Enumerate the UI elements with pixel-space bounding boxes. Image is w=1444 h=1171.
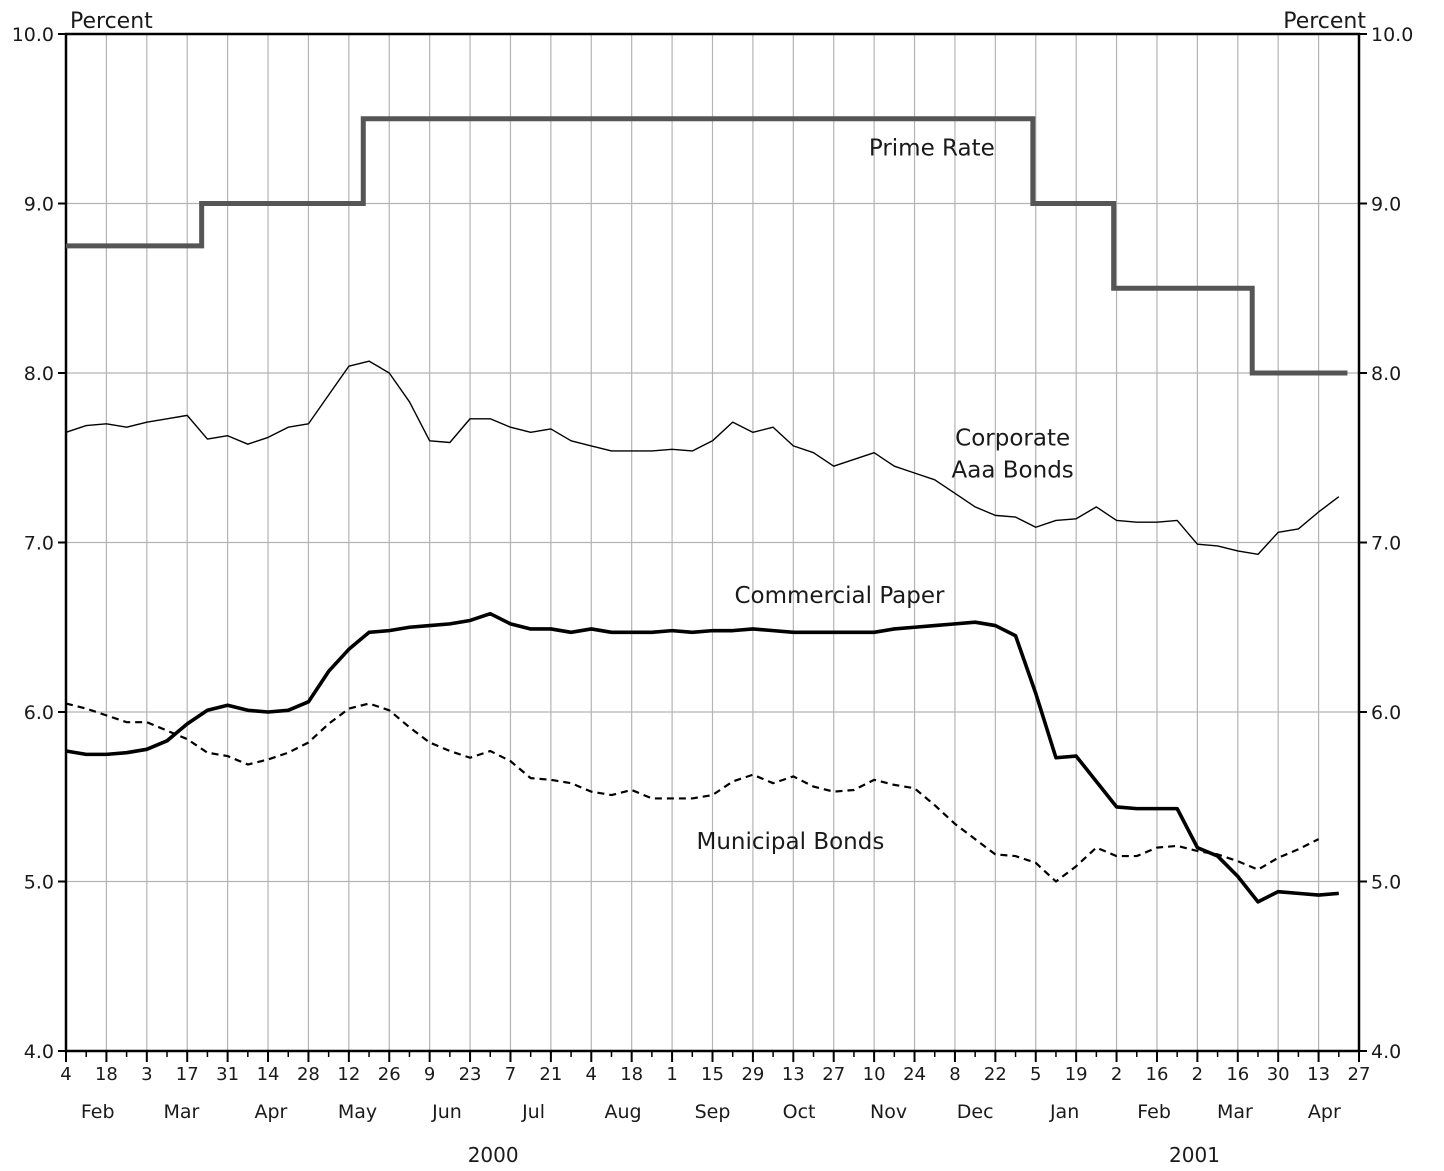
series-label: Corporate — [955, 425, 1070, 451]
series-label: Commercial Paper — [734, 583, 945, 609]
x-tick-label: 13 — [1307, 1064, 1330, 1085]
x-tick-label: 4 — [60, 1064, 71, 1085]
right-axis-unit-label: Percent — [1283, 9, 1366, 34]
series-layer — [65, 116, 1348, 904]
x-tick-label: 26 — [378, 1064, 401, 1085]
x-tick-label: 8 — [949, 1064, 960, 1085]
month-label: Jun — [431, 1101, 462, 1123]
left-y-tick-label: 10.0 — [12, 24, 54, 46]
commercial-paper-line — [65, 611, 1339, 904]
x-tick-label: 27 — [1348, 1064, 1371, 1085]
right-y-tick-label: 9.0 — [1371, 194, 1401, 216]
prime-rate-line — [66, 116, 1348, 376]
right-y-tick-label: 4.0 — [1371, 1041, 1401, 1063]
month-label: Jan — [1049, 1101, 1079, 1123]
x-tick-label: 22 — [984, 1064, 1007, 1085]
x-tick-label: 28 — [297, 1064, 320, 1085]
month-label: Feb — [1137, 1101, 1171, 1123]
left-axis-unit-label: Percent — [70, 9, 153, 34]
x-tick-label: 15 — [701, 1064, 724, 1085]
x-tick-label: 14 — [257, 1064, 280, 1085]
right-y-tick-label: 5.0 — [1371, 872, 1401, 894]
axis-layer: 4.0 4.0 5.0 5.0 6.0 6.0 7.0 7.0 8.0 8.0 9.0 9.0 10.0… — [12, 24, 1414, 1167]
month-label: Sep — [695, 1101, 731, 1123]
x-tick-label: 7 — [505, 1064, 516, 1085]
month-label: Feb — [81, 1101, 115, 1123]
month-label: Oct — [783, 1101, 816, 1123]
x-tick-label: 1 — [666, 1064, 677, 1085]
right-y-tick-label: 7.0 — [1371, 533, 1401, 555]
left-y-tick-label: 5.0 — [24, 872, 54, 894]
x-tick-label: 18 — [620, 1064, 643, 1085]
year-label: 2000 — [468, 1143, 519, 1166]
corporate-aaa-bonds-line — [65, 360, 1340, 556]
right-y-tick-label: 10.0 — [1371, 24, 1413, 46]
series-label: Aaa Bonds — [952, 458, 1074, 484]
month-label: Nov — [870, 1101, 907, 1123]
x-tick-label: 19 — [1065, 1064, 1088, 1085]
series-label: Prime Rate — [869, 136, 995, 162]
x-tick-label: 13 — [782, 1064, 805, 1085]
series-label: Municipal Bonds — [697, 829, 885, 855]
x-tick-label: 29 — [741, 1064, 764, 1085]
right-y-tick-label: 8.0 — [1371, 363, 1401, 385]
month-label: Dec — [957, 1101, 994, 1123]
month-label: Apr — [254, 1101, 287, 1123]
x-tick-label: 9 — [424, 1064, 435, 1085]
month-label: Jul — [521, 1101, 545, 1123]
x-tick-label: 17 — [176, 1064, 199, 1085]
month-label: Mar — [1217, 1101, 1253, 1123]
left-y-tick-label: 8.0 — [24, 363, 54, 385]
label-layer: Prime Rate Corporate Aaa Bonds Commercial P… — [697, 136, 1074, 855]
x-tick-label: 16 — [1226, 1064, 1249, 1085]
month-label: Aug — [604, 1101, 641, 1123]
left-y-tick-label: 7.0 — [24, 533, 54, 555]
x-tick-label: 31 — [216, 1064, 239, 1085]
x-tick-label: 18 — [95, 1064, 118, 1085]
left-y-tick-label: 6.0 — [24, 702, 54, 724]
month-label: May — [338, 1101, 377, 1123]
x-tick-label: 3 — [141, 1064, 152, 1085]
x-tick-label: 23 — [459, 1064, 482, 1085]
x-tick-label: 21 — [539, 1064, 562, 1085]
x-tick-label: 12 — [337, 1064, 360, 1085]
x-tick-label: 2 — [1192, 1064, 1203, 1085]
month-label: Mar — [164, 1101, 200, 1123]
x-tick-label: 24 — [903, 1064, 926, 1085]
x-tick-label: 30 — [1267, 1064, 1290, 1085]
x-tick-label: 2 — [1111, 1064, 1122, 1085]
month-label: Apr — [1308, 1101, 1341, 1123]
x-tick-label: 5 — [1030, 1064, 1041, 1085]
left-y-tick-label: 9.0 — [24, 194, 54, 216]
municipal-bonds-line — [65, 702, 1320, 883]
left-y-tick-label: 4.0 — [24, 1041, 54, 1063]
x-tick-label: 10 — [863, 1064, 886, 1085]
right-y-tick-label: 6.0 — [1371, 702, 1401, 724]
year-label: 2001 — [1169, 1143, 1220, 1166]
x-tick-label: 27 — [822, 1064, 845, 1085]
x-tick-label: 4 — [586, 1064, 597, 1085]
x-tick-label: 16 — [1146, 1064, 1169, 1085]
